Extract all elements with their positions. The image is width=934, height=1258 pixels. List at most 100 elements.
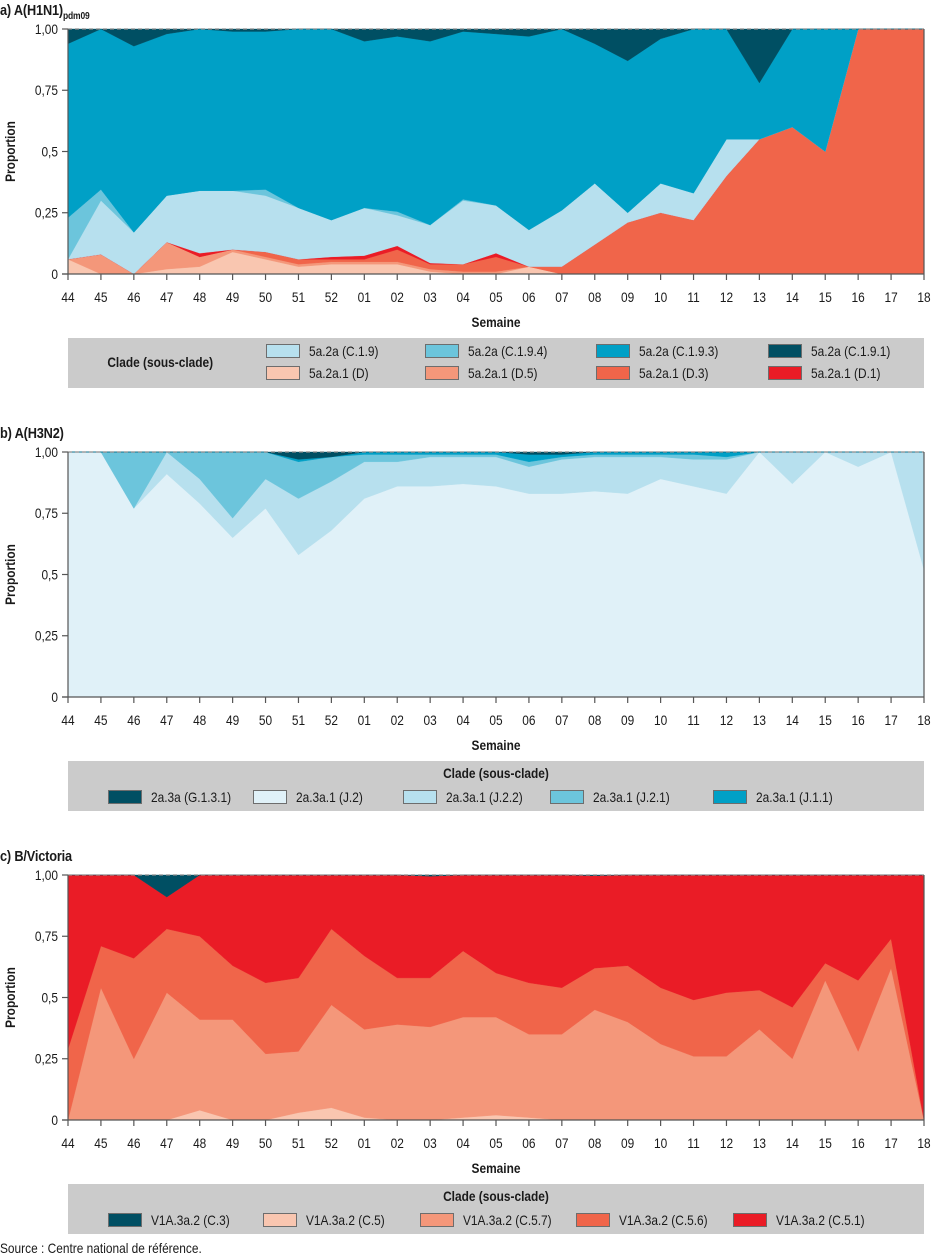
legend-swatch-icon bbox=[266, 366, 300, 380]
chart-a-x-tick-label: 04 bbox=[456, 289, 469, 305]
chart-c-x-tick-label: 49 bbox=[226, 1135, 239, 1151]
chart-b-x-tick-label: 47 bbox=[160, 712, 173, 728]
chart-c-y-tick-label: 0 bbox=[51, 1112, 58, 1128]
chart-c-x-tick-label: 15 bbox=[819, 1135, 832, 1151]
chart-a-x-tick-label: 49 bbox=[226, 289, 239, 305]
chart-c-legend-item: V1A.3a.2 (C.3) bbox=[108, 1212, 244, 1228]
chart-a-x-axis-title: Semaine bbox=[472, 314, 521, 330]
chart-b-x-tick-label: 51 bbox=[292, 712, 305, 728]
chart-c-plot: 0 0,25 0,5 0,75 1,00 44 45 46 47 48 49 50 51 52 01 02 03… bbox=[2, 867, 931, 1176]
chart-c-legend-item: V1A.3a.2 (C.5) bbox=[263, 1212, 399, 1228]
chart-b-x-tick-label: 14 bbox=[786, 712, 799, 728]
chart-a-x-tick-label: 07 bbox=[555, 289, 568, 305]
legend-swatch-icon bbox=[108, 1213, 142, 1227]
legend-swatch-icon bbox=[108, 790, 142, 804]
legend-swatch-icon bbox=[420, 1213, 454, 1227]
chart-a-x-tick-label: 09 bbox=[621, 289, 634, 305]
chart-b-x-tick-label: 01 bbox=[358, 712, 371, 728]
legend-label: 5a.2a.1 (D) bbox=[309, 365, 369, 381]
chart-a-legend-item: 5a.2a (C.1.9) bbox=[266, 343, 391, 359]
chart-b-legend-title: Clade (sous-clade) bbox=[443, 765, 549, 781]
chart-a-legend-item: 5a.2a.1 (D.1) bbox=[768, 365, 893, 381]
chart-a-y-tick-label: 0 bbox=[51, 266, 58, 282]
chart-b-x-tick-label: 08 bbox=[588, 712, 601, 728]
legend-swatch-icon bbox=[596, 366, 630, 380]
legend-label: V1A.3a.2 (C.5) bbox=[306, 1212, 385, 1228]
legend-swatch-icon bbox=[425, 344, 459, 358]
chart-b-title: b) A(H3N2) bbox=[0, 425, 64, 442]
legend-label: 2a.3a.1 (J.2.1) bbox=[593, 789, 670, 805]
chart-a-x-tick-label: 12 bbox=[720, 289, 733, 305]
chart-a-legend-item: 5a.2a.1 (D.3) bbox=[596, 365, 721, 381]
chart-c-area-v1a-3a-2-c-3 bbox=[68, 874, 924, 898]
chart-c-legend: Clade (sous-clade) V1A.3a.2 (C.3) V1A.3a.2… bbox=[68, 1184, 924, 1234]
chart-a-x-tick-label: 15 bbox=[819, 289, 832, 305]
chart-a-x-tick-label: 46 bbox=[127, 289, 140, 305]
chart-c-x-tick-label: 03 bbox=[424, 1135, 437, 1151]
chart-c-x-tick-label: 17 bbox=[884, 1135, 897, 1151]
chart-b-x-axis-title: Semaine bbox=[472, 737, 521, 753]
source-note: Source : Centre national de référence. bbox=[0, 1240, 202, 1256]
legend-label: 2a.3a.1 (J.2) bbox=[296, 789, 363, 805]
chart-b-x-tick-label: 06 bbox=[522, 712, 535, 728]
chart-b-title-main: b) A(H3N2) bbox=[0, 425, 64, 442]
chart-b-y-tick-label: 1,00 bbox=[35, 444, 58, 460]
legend-label: 5a.2a (C.1.9.3) bbox=[639, 343, 719, 359]
chart-c-x-tick-label: 45 bbox=[94, 1135, 107, 1151]
legend-swatch-icon bbox=[713, 790, 747, 804]
chart-c-x-tick-label: 44 bbox=[61, 1135, 74, 1151]
chart-a-x-tick-label: 10 bbox=[654, 289, 667, 305]
chart-b-legend-item: 2a.3a.1 (J.2) bbox=[253, 789, 375, 805]
chart-c-legend-title: Clade (sous-clade) bbox=[443, 1188, 549, 1204]
chart-b-y-tick-label: 0,5 bbox=[41, 567, 58, 583]
chart-a-x-tick-label: 45 bbox=[94, 289, 107, 305]
chart-b-x-tick-label: 45 bbox=[94, 712, 107, 728]
chart-a-x-tick-label: 18 bbox=[917, 289, 930, 305]
chart-a-x-tick-label: 05 bbox=[489, 289, 502, 305]
chart-b-y-tick-label: 0,25 bbox=[35, 628, 58, 644]
chart-c-x-tick-label: 07 bbox=[555, 1135, 568, 1151]
legend-label: 5a.2a.1 (D.3) bbox=[639, 365, 709, 381]
chart-a-x-tick-label: 11 bbox=[687, 289, 699, 305]
chart-b-y-tick-label: 0 bbox=[51, 689, 58, 705]
chart-c-y-tick-label: 1,00 bbox=[35, 867, 58, 883]
legend-swatch-icon bbox=[403, 790, 437, 804]
legend-label: V1A.3a.2 (C.5.1) bbox=[776, 1212, 865, 1228]
chart-a-y-axis-title: Proportion bbox=[2, 121, 18, 182]
chart-b-legend: Clade (sous-clade) 2a.3a (G.1.3.1) 2a.3a.1… bbox=[68, 761, 924, 811]
chart-c-x-tick-label: 01 bbox=[358, 1135, 371, 1151]
chart-b-x-tick-label: 05 bbox=[489, 712, 502, 728]
legend-label: 5a.2a (C.1.9.4) bbox=[468, 343, 548, 359]
chart-c-x-tick-label: 04 bbox=[456, 1135, 469, 1151]
chart-c-x-tick-label: 11 bbox=[687, 1135, 699, 1151]
legend-label: 2a.3a.1 (J.2.2) bbox=[446, 789, 523, 805]
chart-a-plot: 0 0,25 0,5 0,75 1,00 44 45 46 47 48 49 50 51 52 01 02 03… bbox=[2, 21, 931, 330]
chart-b-area-2a-3a-g-1-3-1 bbox=[68, 451, 924, 460]
chart-a-x-tick-label: 47 bbox=[160, 289, 173, 305]
chart-b-legend-item: 2a.3a (G.1.3.1) bbox=[108, 789, 245, 805]
chart-c-y-tick-label: 0,25 bbox=[35, 1051, 58, 1067]
legend-swatch-icon bbox=[576, 1213, 610, 1227]
legend-label: V1A.3a.2 (C.3) bbox=[151, 1212, 230, 1228]
chart-b-x-tick-label: 16 bbox=[852, 712, 865, 728]
chart-a-x-tick-label: 01 bbox=[358, 289, 371, 305]
chart-a-x-tick-label: 02 bbox=[391, 289, 404, 305]
chart-b-x-tick-label: 50 bbox=[259, 712, 272, 728]
chart-c-x-tick-label: 12 bbox=[720, 1135, 733, 1151]
chart-a-title: a) A(H1N1)pdm09 bbox=[0, 2, 90, 22]
legend-swatch-icon bbox=[425, 366, 459, 380]
chart-a-x-tick-label: 51 bbox=[292, 289, 305, 305]
chart-b-x-tick-label: 48 bbox=[193, 712, 206, 728]
legend-swatch-icon bbox=[550, 790, 584, 804]
chart-c-legend-item: V1A.3a.2 (C.5.7) bbox=[420, 1212, 567, 1228]
legend-label: 5a.2a (C.1.9) bbox=[309, 343, 379, 359]
chart-b-legend-item: 2a.3a.1 (J.2.2) bbox=[403, 789, 536, 805]
legend-swatch-icon bbox=[768, 366, 802, 380]
legend-label: 5a.2a.1 (D.1) bbox=[811, 365, 881, 381]
chart-a-x-tick-label: 17 bbox=[884, 289, 897, 305]
chart-b-x-tick-label: 13 bbox=[753, 712, 766, 728]
chart-a-title-main: a) A(H1N1) bbox=[0, 2, 64, 19]
chart-a-legend-item: 5a.2a.1 (D) bbox=[266, 365, 379, 381]
chart-c-y-tick-label: 0,75 bbox=[35, 928, 58, 944]
legend-swatch-icon bbox=[596, 344, 630, 358]
